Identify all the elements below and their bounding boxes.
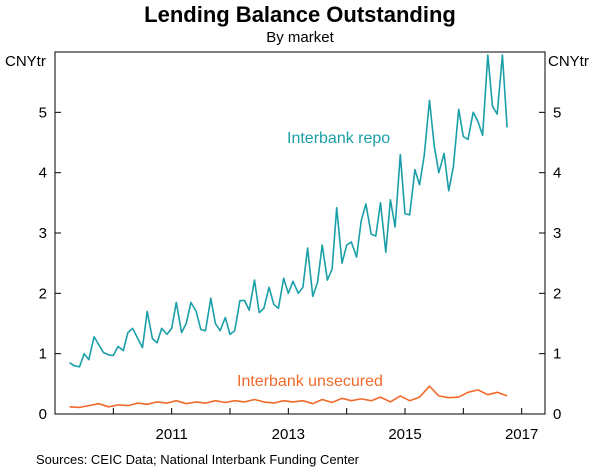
left-unit-label: CNYtr (5, 53, 46, 70)
series-layer (69, 54, 508, 409)
y-tick-label-left: 3 (39, 225, 47, 242)
x-tick-label: 2015 (388, 426, 421, 443)
x-axis-ticks: 2011 2013 2015 2017 (112, 408, 538, 443)
y-tick-label-left: 4 (39, 165, 47, 182)
series-line-interbank-repo (69, 54, 508, 368)
series-line-interbank-unsecured (69, 385, 508, 409)
plot-frame (54, 51, 546, 415)
x-tick-label: 2013 (272, 426, 305, 443)
y-axis-ticks: 0 0 1 1 2 2 3 3 4 4 5 5 (39, 104, 562, 423)
y-tick-label-right: 2 (553, 285, 561, 302)
x-tick-label: 2011 (156, 426, 188, 443)
y-tick-label-right: 4 (553, 165, 561, 182)
chart-subtitle: By market (266, 29, 334, 46)
right-unit-label: CNYtr (548, 53, 589, 70)
series-label-repo: Interbank repo (287, 130, 390, 147)
y-tick-label-right: 0 (553, 406, 561, 423)
y-tick-label-right: 5 (553, 104, 561, 121)
x-tick-label: 2017 (505, 426, 538, 443)
y-tick-label-left: 2 (39, 285, 47, 302)
y-tick-label-left: 5 (39, 104, 47, 121)
chart-source: Sources: CEIC Data; National Interbank F… (36, 452, 360, 467)
y-tick-label-left: 0 (39, 406, 47, 423)
series-label-unsecured: Interbank unsecured (237, 373, 383, 390)
chart-title: Lending Balance Outstanding (144, 2, 456, 27)
y-tick-label-right: 3 (553, 225, 561, 242)
y-tick-label-right: 1 (553, 346, 561, 363)
y-tick-label-left: 1 (39, 346, 47, 363)
